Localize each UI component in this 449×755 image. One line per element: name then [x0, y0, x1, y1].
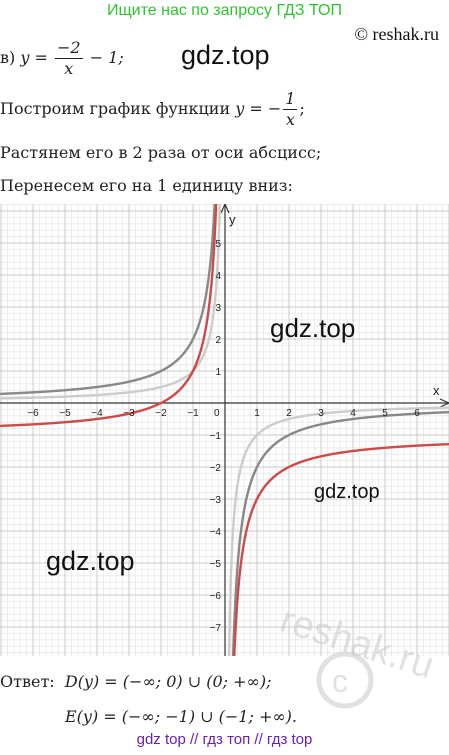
task-fn-lhs: y =	[20, 48, 53, 67]
step-3: Перенесем его на 1 единицу вниз:	[0, 176, 293, 195]
curves	[0, 204, 449, 656]
y-tick-label: −3	[210, 495, 222, 506]
task-formula: в) y = −2 x − 1;	[0, 38, 124, 78]
y-tick-label: 4	[215, 271, 221, 282]
y-tick-label: 1	[215, 367, 221, 378]
curve-series-1-right	[227, 406, 449, 656]
tick-labels: x y 0 −6 −5 −4 −3 −2 −1 1 2 3 4 5 6 −7 −6 −5 −4 −3 −2 −1 1 2 3 4 5	[27, 212, 440, 634]
watermark-graph-2: gdz.top	[314, 481, 380, 503]
x-tick-label: 2	[286, 408, 292, 419]
x-tick-label: −6	[27, 408, 39, 419]
x-tick-label: −3	[123, 408, 135, 419]
answer-domain-line: Ответ: D(y) = (−∞; 0) ∪ (0; +∞);	[0, 672, 272, 691]
copyright-letter-icon: c	[332, 663, 348, 699]
y-axis-arrow-icon	[220, 204, 230, 214]
copyright-notice: © reshak.ru	[354, 24, 439, 44]
watermark-top: gdz.top	[181, 40, 270, 70]
copyright-circle-icon	[316, 651, 374, 709]
answer-range-line: E(y) = (−∞; −1) ∪ (−1; +∞).	[65, 707, 297, 726]
reshak-watermark: reshak.ru c	[275, 599, 439, 709]
step-1-fn-lhs: y = −	[235, 99, 282, 118]
axes	[0, 204, 449, 656]
y-tick-label: 2	[215, 335, 221, 346]
curve-series-2-right	[231, 410, 449, 656]
step-1-numerator: 1	[283, 89, 298, 110]
answer-label: Ответ:	[0, 672, 55, 691]
y-tick-label: 3	[215, 303, 221, 314]
y-tick-label: 5	[215, 239, 221, 250]
y-tick-label: −2	[210, 463, 222, 474]
footer-links: gdz top // гдз топ // гдз top	[136, 731, 313, 748]
x-tick-label: 6	[414, 408, 420, 419]
step-2: Растянем его в 2 раза от оси абсцисс;	[0, 143, 322, 162]
curve-series-1-left	[0, 204, 222, 400]
task-fraction: −2 x	[54, 38, 83, 79]
watermark-graph-3: gdz.top	[46, 546, 135, 576]
x-tick-label: 4	[350, 408, 356, 419]
task-fn-numerator: −2	[54, 38, 83, 59]
step-1: Построим график функции y = −1 x;	[0, 88, 305, 130]
step-1-tail: ;	[299, 99, 305, 118]
y-tick-label: −5	[210, 559, 222, 570]
x-axis-label: x	[433, 383, 440, 398]
y-axis-label: y	[229, 212, 236, 227]
function-graph: x y 0 −6 −5 −4 −3 −2 −1 1 2 3 4 5 6 −7 −6 −5 −4 −3 −2 −1 1 2 3 4 5…	[0, 204, 449, 656]
curve-series-3-left	[0, 204, 218, 428]
x-tick-label: −2	[155, 408, 167, 419]
task-label: в)	[0, 48, 16, 67]
x-tick-label: 5	[382, 408, 388, 419]
origin-label: 0	[214, 408, 220, 419]
x-tick-label: −4	[91, 408, 103, 419]
step-1-denominator: x	[285, 110, 295, 129]
step-1-text: Построим график функции	[0, 99, 236, 118]
curve-series-3-right	[233, 442, 449, 656]
y-tick-label: −4	[210, 527, 222, 538]
search-banner: Ищите нас по запросу ГДЗ ТОП	[107, 2, 342, 19]
reshak-watermark-text: reshak.ru	[275, 599, 439, 688]
x-tick-label: −5	[59, 408, 71, 419]
watermark-graph-1: gdz.top	[270, 313, 355, 343]
x-tick-label: 3	[318, 408, 324, 419]
x-tick-label: 1	[254, 408, 260, 419]
answer-domain: D(y) = (−∞; 0) ∪ (0; +∞);	[64, 672, 272, 691]
task-fn-tail: − 1;	[84, 48, 124, 67]
answer-range: E(y) = (−∞; −1) ∪ (−1; +∞).	[65, 707, 298, 726]
task-fn-denominator: x	[64, 59, 74, 78]
x-tick-label: −1	[187, 408, 199, 419]
x-axis-arrow-icon	[439, 398, 449, 408]
curve-series-2-left	[0, 204, 216, 396]
y-tick-label: −6	[210, 591, 222, 602]
y-tick-label: −7	[210, 623, 222, 634]
y-tick-label: −1	[210, 431, 222, 442]
